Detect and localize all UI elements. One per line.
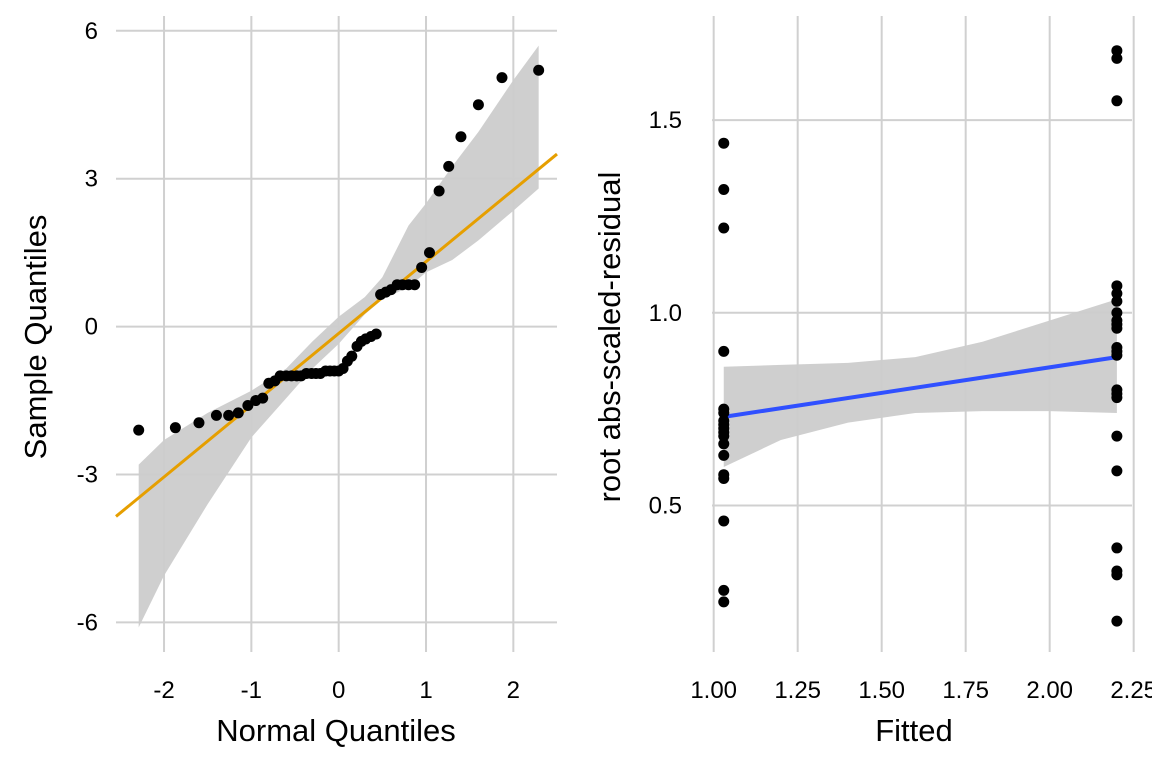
y-tick-label: 3 (85, 166, 98, 193)
data-point (1111, 307, 1123, 319)
data-point (416, 261, 428, 273)
data-point (496, 72, 508, 84)
data-point (433, 185, 445, 197)
data-point (1111, 392, 1123, 404)
data-point (210, 409, 222, 421)
data-point (718, 473, 730, 485)
qq-points (133, 64, 545, 436)
data-point (455, 131, 467, 143)
data-point (1111, 430, 1123, 442)
y-tick-label: 6 (85, 18, 98, 45)
x-tick-label: 0 (332, 677, 345, 704)
x-tick-label: 2.25 (1110, 677, 1152, 704)
data-point (718, 430, 730, 442)
sl-x-axis-title: Fitted (875, 713, 953, 748)
y-tick-label: 1.5 (649, 107, 682, 134)
x-tick-label: 1.75 (942, 677, 989, 704)
data-point (232, 407, 244, 419)
sl-smooth-line (723, 355, 1118, 419)
data-point (1111, 465, 1123, 477)
scale-location-panel: 1.00 1.25 1.50 1.75 2.00 2.25 0.5 1.0 1.5 Fitte… (592, 16, 1152, 748)
data-point (718, 596, 730, 608)
qq-x-axis-title: Normal Quantiles (216, 713, 455, 748)
data-point (370, 328, 382, 340)
y-tick-label: -3 (77, 462, 98, 489)
x-tick-label: 2 (507, 677, 520, 704)
y-tick-label: 0 (85, 314, 98, 341)
sl-points (718, 45, 1123, 627)
data-point (133, 424, 145, 436)
data-point (472, 99, 484, 111)
data-point (1111, 52, 1123, 64)
data-point (718, 407, 730, 419)
qq-plot-panel: -2 -1 0 1 2 -6 -3 0 3 6 Normal Quantiles Sample … (18, 16, 558, 748)
data-point (718, 183, 730, 195)
data-point (1111, 95, 1123, 107)
data-point (223, 409, 235, 421)
qq-x-tick-labels: -2 -1 0 1 2 (153, 677, 520, 704)
x-tick-label: 1.25 (774, 677, 821, 704)
data-point (718, 438, 730, 450)
qq-y-tick-labels: -6 -3 0 3 6 (77, 18, 98, 637)
data-point (718, 515, 730, 527)
data-point (718, 449, 730, 461)
x-tick-label: 1.50 (858, 677, 905, 704)
x-tick-label: -1 (241, 677, 262, 704)
data-point (443, 160, 455, 172)
sl-x-tick-labels: 1.00 1.25 1.50 1.75 2.00 2.25 (690, 677, 1152, 704)
data-point (718, 584, 730, 596)
data-point (1111, 569, 1123, 581)
sl-y-tick-labels: 0.5 1.0 1.5 (649, 107, 682, 519)
y-tick-label: 0.5 (649, 493, 682, 520)
data-point (1111, 288, 1123, 300)
reference-line (115, 152, 558, 518)
smooth-line (723, 355, 1118, 419)
data-point (1111, 615, 1123, 627)
qq-reference-line (115, 152, 558, 518)
data-point (1111, 45, 1123, 57)
data-point (718, 345, 730, 357)
data-point (533, 64, 545, 76)
y-tick-label: -6 (77, 609, 98, 636)
qq-y-axis-title: Sample Quantiles (18, 215, 53, 460)
x-tick-label: 2.00 (1026, 677, 1073, 704)
y-tick-label: 1.0 (649, 300, 682, 327)
data-point (193, 417, 205, 429)
data-point (1111, 280, 1123, 292)
x-tick-label: 1.00 (690, 677, 737, 704)
confidence-band-area (723, 299, 1117, 467)
data-point (718, 222, 730, 234)
data-point (257, 392, 269, 404)
sl-y-axis-title: root abs-scaled-residual (592, 172, 627, 503)
data-point (409, 279, 421, 291)
data-point (1111, 322, 1123, 334)
sl-confidence-band (723, 299, 1117, 467)
data-point (718, 137, 730, 149)
data-point (1111, 542, 1123, 554)
data-point (1111, 295, 1123, 307)
data-point (242, 399, 254, 411)
data-point (346, 350, 358, 362)
data-point (1111, 349, 1123, 361)
data-point (169, 422, 181, 434)
x-tick-label: -2 (153, 677, 174, 704)
data-point (424, 247, 436, 259)
x-tick-label: 1 (419, 677, 432, 704)
